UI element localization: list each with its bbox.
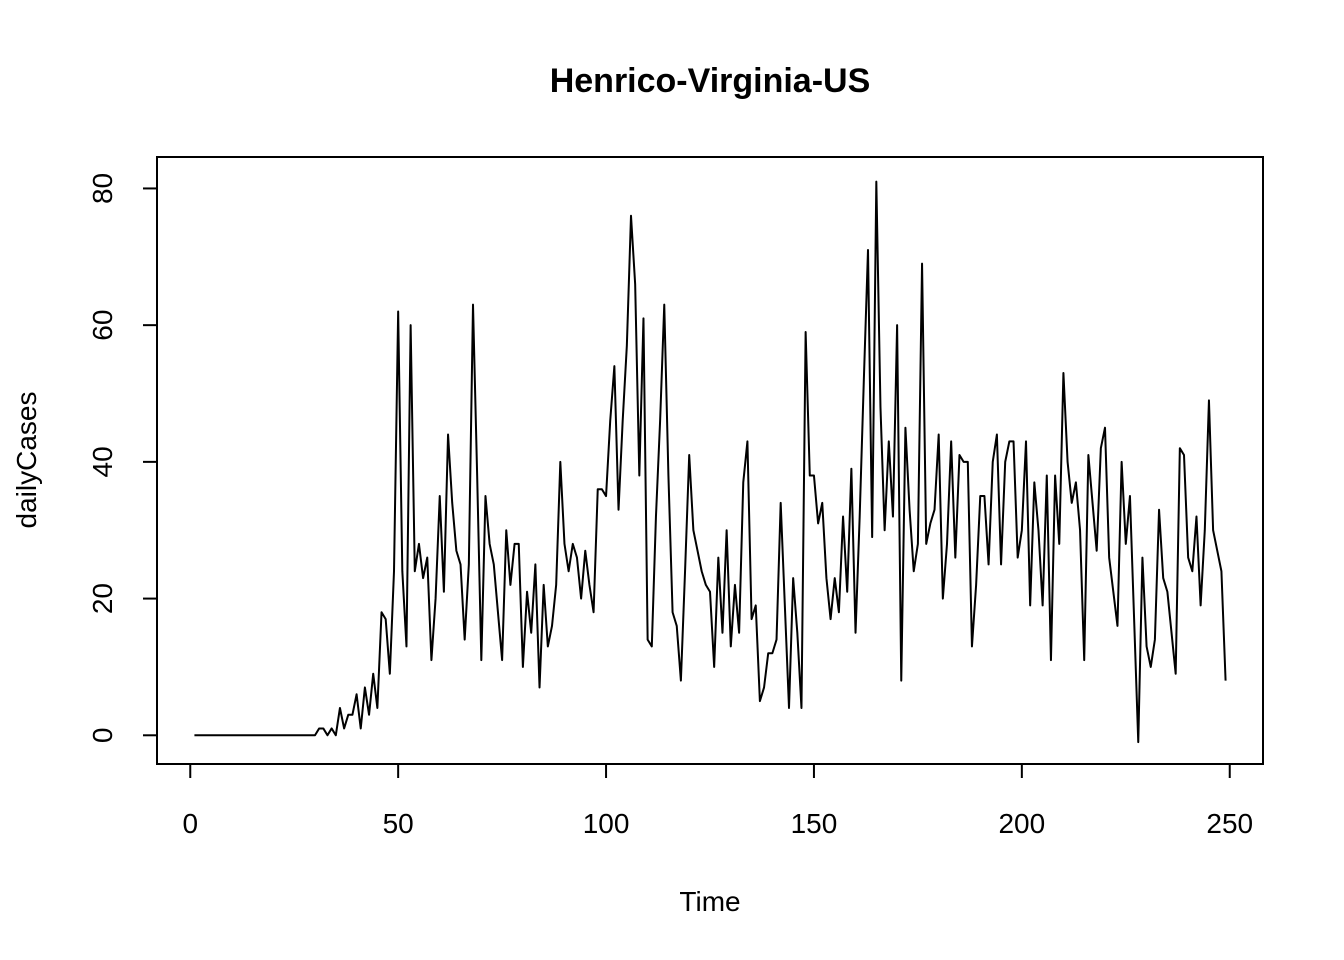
y-tick-label: 80 xyxy=(87,173,118,204)
y-axis-label: dailyCases xyxy=(11,392,42,529)
y-axis: 0 20 40 60 80 xyxy=(87,173,158,744)
y-tick-label: 60 xyxy=(87,310,118,341)
x-tick-label: 100 xyxy=(583,808,630,839)
x-axis-label: Time xyxy=(679,886,740,917)
plot-frame xyxy=(156,156,1264,765)
x-tick-label: 0 xyxy=(182,808,198,839)
y-tick-label: 40 xyxy=(87,446,118,477)
series-line xyxy=(194,180,1227,744)
x-tick-label: 50 xyxy=(383,808,414,839)
y-tick-label: 20 xyxy=(87,583,118,614)
x-tick-label: 200 xyxy=(998,808,1045,839)
chart-title: Henrico-Virginia-US xyxy=(550,62,871,100)
x-axis: 0 50 100 150 200 250 xyxy=(182,763,1253,839)
x-tick-label: 150 xyxy=(791,808,838,839)
x-tick-label: 250 xyxy=(1206,808,1253,839)
y-tick-label: 0 xyxy=(87,728,118,744)
